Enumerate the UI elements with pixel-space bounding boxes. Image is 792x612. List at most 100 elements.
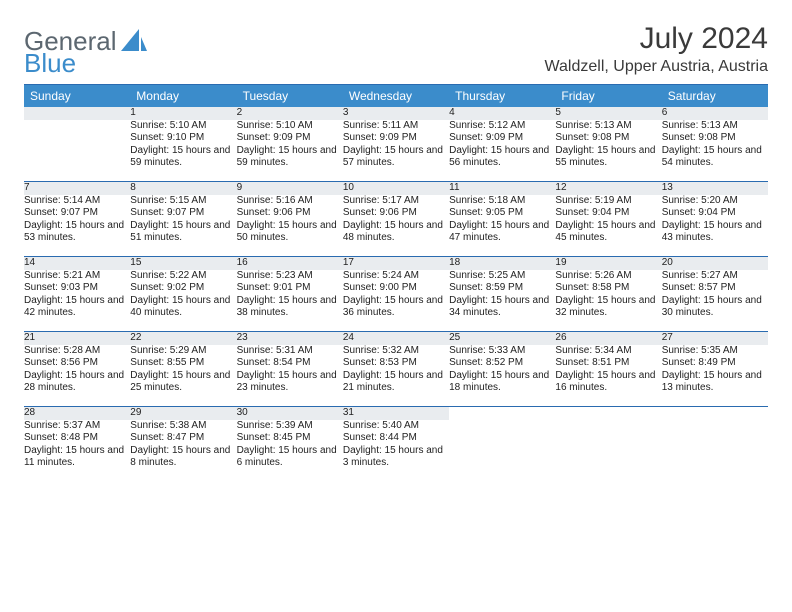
day-number-cell xyxy=(662,407,768,420)
day-info-cell: Sunrise: 5:37 AMSunset: 8:48 PMDaylight:… xyxy=(24,420,130,482)
sunrise-line: Sunrise: 5:13 AM xyxy=(555,120,661,133)
day-info-cell: Sunrise: 5:11 AMSunset: 9:09 PMDaylight:… xyxy=(343,120,449,182)
daylight-line: Daylight: 15 hours and 45 minutes. xyxy=(555,220,661,245)
sunset-line: Sunset: 9:06 PM xyxy=(237,207,343,220)
day-number-cell: 27 xyxy=(662,332,768,345)
sunset-line: Sunset: 8:56 PM xyxy=(24,357,130,370)
day-number-cell xyxy=(449,407,555,420)
day-number-cell: 4 xyxy=(449,107,555,120)
sunrise-line: Sunrise: 5:11 AM xyxy=(343,120,449,133)
day-number-cell: 5 xyxy=(555,107,661,120)
day-info-cell: Sunrise: 5:13 AMSunset: 9:08 PMDaylight:… xyxy=(662,120,768,182)
day-info-cell: Sunrise: 5:20 AMSunset: 9:04 PMDaylight:… xyxy=(662,195,768,257)
day-number-cell: 24 xyxy=(343,332,449,345)
info-row: Sunrise: 5:21 AMSunset: 9:03 PMDaylight:… xyxy=(24,270,768,332)
col-wed: Wednesday xyxy=(343,85,449,107)
sunset-line: Sunset: 9:00 PM xyxy=(343,282,449,295)
day-info-cell: Sunrise: 5:18 AMSunset: 9:05 PMDaylight:… xyxy=(449,195,555,257)
day-number-cell: 31 xyxy=(343,407,449,420)
day-info-cell: Sunrise: 5:10 AMSunset: 9:10 PMDaylight:… xyxy=(130,120,236,182)
sunset-line: Sunset: 8:59 PM xyxy=(449,282,555,295)
sunset-line: Sunset: 8:57 PM xyxy=(662,282,768,295)
daylight-line: Daylight: 15 hours and 11 minutes. xyxy=(24,445,130,470)
col-fri: Friday xyxy=(555,85,661,107)
day-number-cell: 7 xyxy=(24,182,130,195)
sunrise-line: Sunrise: 5:28 AM xyxy=(24,345,130,358)
sunset-line: Sunset: 9:02 PM xyxy=(130,282,236,295)
sunset-line: Sunset: 8:52 PM xyxy=(449,357,555,370)
sunrise-line: Sunrise: 5:13 AM xyxy=(662,120,768,133)
day-info-cell xyxy=(24,120,130,182)
day-number-cell: 23 xyxy=(237,332,343,345)
sunset-line: Sunset: 9:10 PM xyxy=(130,132,236,145)
sail-icon xyxy=(121,29,147,51)
day-number-cell: 22 xyxy=(130,332,236,345)
daylight-line: Daylight: 15 hours and 38 minutes. xyxy=(237,295,343,320)
sunrise-line: Sunrise: 5:20 AM xyxy=(662,195,768,208)
day-number-cell: 10 xyxy=(343,182,449,195)
day-number-cell: 11 xyxy=(449,182,555,195)
day-number-cell: 2 xyxy=(237,107,343,120)
sunset-line: Sunset: 8:49 PM xyxy=(662,357,768,370)
day-number-cell: 21 xyxy=(24,332,130,345)
daylight-line: Daylight: 15 hours and 28 minutes. xyxy=(24,370,130,395)
sunrise-line: Sunrise: 5:17 AM xyxy=(343,195,449,208)
sunrise-line: Sunrise: 5:16 AM xyxy=(237,195,343,208)
sunset-line: Sunset: 8:44 PM xyxy=(343,432,449,445)
sunrise-line: Sunrise: 5:26 AM xyxy=(555,270,661,283)
day-info-cell: Sunrise: 5:34 AMSunset: 8:51 PMDaylight:… xyxy=(555,345,661,407)
day-number-cell: 17 xyxy=(343,257,449,270)
day-info-cell xyxy=(449,420,555,482)
daylight-line: Daylight: 15 hours and 50 minutes. xyxy=(237,220,343,245)
day-number-cell: 20 xyxy=(662,257,768,270)
day-info-cell: Sunrise: 5:24 AMSunset: 9:00 PMDaylight:… xyxy=(343,270,449,332)
day-info-cell: Sunrise: 5:13 AMSunset: 9:08 PMDaylight:… xyxy=(555,120,661,182)
daylight-line: Daylight: 15 hours and 13 minutes. xyxy=(662,370,768,395)
day-info-cell: Sunrise: 5:16 AMSunset: 9:06 PMDaylight:… xyxy=(237,195,343,257)
day-info-cell: Sunrise: 5:27 AMSunset: 8:57 PMDaylight:… xyxy=(662,270,768,332)
day-info-cell: Sunrise: 5:10 AMSunset: 9:09 PMDaylight:… xyxy=(237,120,343,182)
weekday-header-row: Sunday Monday Tuesday Wednesday Thursday… xyxy=(24,85,768,107)
info-row: Sunrise: 5:28 AMSunset: 8:56 PMDaylight:… xyxy=(24,345,768,407)
day-info-cell: Sunrise: 5:29 AMSunset: 8:55 PMDaylight:… xyxy=(130,345,236,407)
sunset-line: Sunset: 9:08 PM xyxy=(555,132,661,145)
title-block: July 2024 Waldzell, Upper Austria, Austr… xyxy=(545,22,769,76)
daylight-line: Daylight: 15 hours and 32 minutes. xyxy=(555,295,661,320)
sunset-line: Sunset: 8:48 PM xyxy=(24,432,130,445)
sunset-line: Sunset: 9:06 PM xyxy=(343,207,449,220)
header: General July 2024 Waldzell, Upper Austri… xyxy=(24,22,768,76)
sunset-line: Sunset: 9:01 PM xyxy=(237,282,343,295)
sunrise-line: Sunrise: 5:23 AM xyxy=(237,270,343,283)
sunset-line: Sunset: 9:09 PM xyxy=(343,132,449,145)
sunrise-line: Sunrise: 5:34 AM xyxy=(555,345,661,358)
day-info-cell: Sunrise: 5:39 AMSunset: 8:45 PMDaylight:… xyxy=(237,420,343,482)
info-row: Sunrise: 5:14 AMSunset: 9:07 PMDaylight:… xyxy=(24,195,768,257)
daylight-line: Daylight: 15 hours and 59 minutes. xyxy=(130,145,236,170)
daylight-line: Daylight: 15 hours and 18 minutes. xyxy=(449,370,555,395)
sunrise-line: Sunrise: 5:24 AM xyxy=(343,270,449,283)
sunrise-line: Sunrise: 5:10 AM xyxy=(237,120,343,133)
sunset-line: Sunset: 9:08 PM xyxy=(662,132,768,145)
day-number-cell: 9 xyxy=(237,182,343,195)
sunset-line: Sunset: 8:53 PM xyxy=(343,357,449,370)
sunrise-line: Sunrise: 5:29 AM xyxy=(130,345,236,358)
location-subtitle: Waldzell, Upper Austria, Austria xyxy=(545,58,769,76)
day-number-cell: 19 xyxy=(555,257,661,270)
daylight-line: Daylight: 15 hours and 54 minutes. xyxy=(662,145,768,170)
daylight-line: Daylight: 15 hours and 30 minutes. xyxy=(662,295,768,320)
sunrise-line: Sunrise: 5:39 AM xyxy=(237,420,343,433)
col-sun: Sunday xyxy=(24,85,130,107)
day-number-cell: 8 xyxy=(130,182,236,195)
day-number-cell: 30 xyxy=(237,407,343,420)
daylight-line: Daylight: 15 hours and 34 minutes. xyxy=(449,295,555,320)
daylight-line: Daylight: 15 hours and 21 minutes. xyxy=(343,370,449,395)
sunrise-line: Sunrise: 5:27 AM xyxy=(662,270,768,283)
daylight-line: Daylight: 15 hours and 23 minutes. xyxy=(237,370,343,395)
day-info-cell: Sunrise: 5:21 AMSunset: 9:03 PMDaylight:… xyxy=(24,270,130,332)
daynum-row: 28293031 xyxy=(24,407,768,420)
sunset-line: Sunset: 9:05 PM xyxy=(449,207,555,220)
daylight-line: Daylight: 15 hours and 43 minutes. xyxy=(662,220,768,245)
day-number-cell: 12 xyxy=(555,182,661,195)
info-row: Sunrise: 5:37 AMSunset: 8:48 PMDaylight:… xyxy=(24,420,768,482)
day-info-cell: Sunrise: 5:12 AMSunset: 9:09 PMDaylight:… xyxy=(449,120,555,182)
